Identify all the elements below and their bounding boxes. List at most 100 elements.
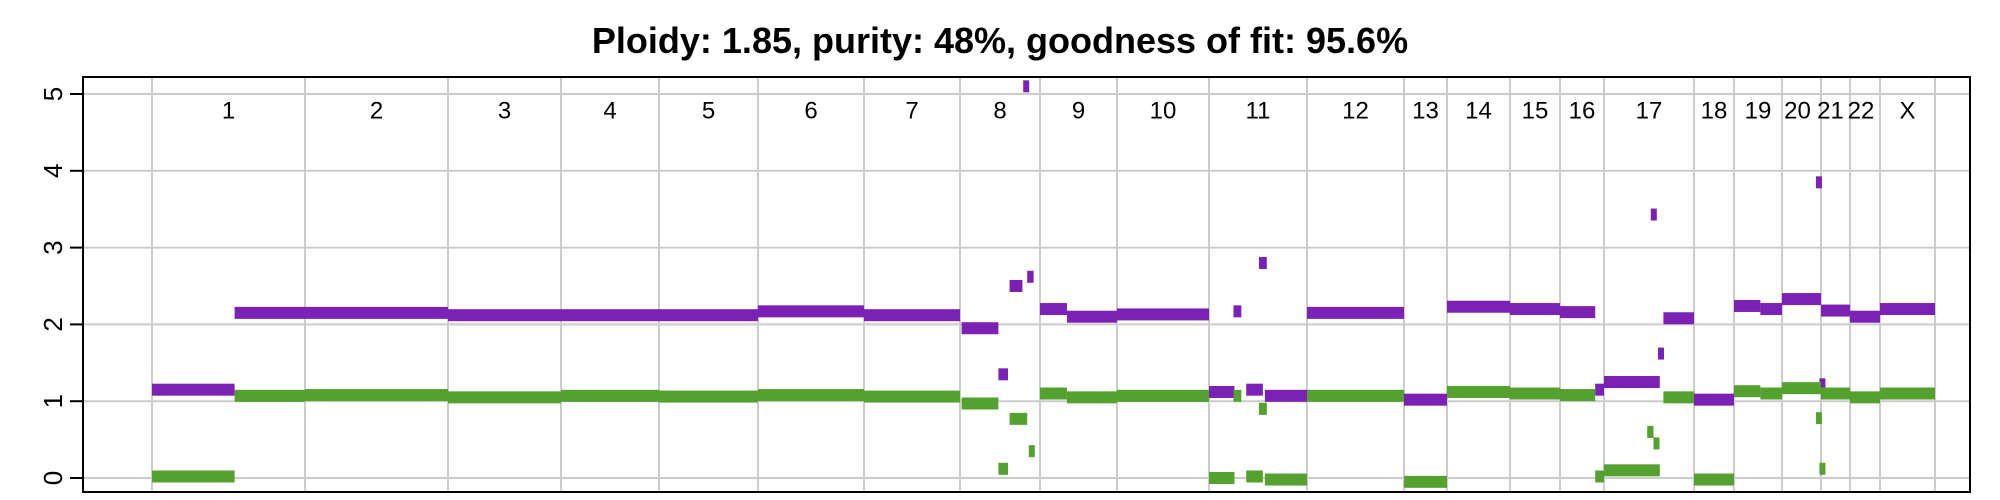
minor-cn-segment-chr18-30	[1694, 473, 1734, 486]
total-cn-segment-chr20-36	[1819, 378, 1826, 391]
plot-frame	[82, 76, 1971, 493]
total-cn-segment-chrX-39	[1880, 303, 1935, 316]
chromosome-label-13: 13	[1412, 97, 1439, 124]
total-cn-segment-chr9-14	[1066, 310, 1117, 323]
chromosome-label-5: 5	[702, 97, 715, 124]
chromosome-label-12: 12	[1342, 97, 1369, 124]
minor-cn-segment-chr6-6	[758, 389, 864, 402]
total-cn-segment-chr8-10	[1009, 280, 1023, 292]
minor-cn-segment-chr1-1	[234, 389, 305, 402]
total-cn-segment-chr11-17	[1233, 305, 1242, 318]
total-cn-segment-chr16-25	[1560, 306, 1596, 319]
segments-layer	[152, 80, 1935, 488]
y-tick-label-4: 4	[38, 164, 68, 178]
chromosome-label-10: 10	[1150, 97, 1177, 124]
minor-cn-segment-chr20-33	[1782, 382, 1821, 395]
minor-cn-segment-chr8-10	[1009, 412, 1028, 425]
total-cn-segment-chr17-29	[1658, 347, 1664, 360]
total-cn-segment-chr8-9	[998, 368, 1008, 381]
minor-cn-segment-chr8-8	[961, 397, 999, 410]
total-cn-segment-chr3-3	[448, 309, 561, 322]
minor-cn-segment-chr10-14	[1117, 389, 1209, 402]
minor-cn-segment-chr20-34	[1815, 412, 1822, 425]
total-cn-segment-chr11-20	[1264, 389, 1307, 402]
y-tick-label-1: 1	[38, 394, 68, 408]
total-cn-segment-chr19-33	[1760, 303, 1782, 316]
total-cn-segment-chr15-24	[1510, 303, 1560, 316]
chromosome-label-21: 21	[1817, 97, 1844, 124]
minor-cn-segment-chr16-24	[1560, 389, 1596, 402]
chromosome-label-15: 15	[1522, 97, 1549, 124]
total-cn-segment-chr11-18	[1246, 383, 1263, 396]
minor-cn-segment-chr13-21	[1404, 475, 1447, 488]
total-cn-segment-chr20-35	[1815, 176, 1822, 189]
minor-cn-segment-chr11-18	[1258, 402, 1267, 415]
total-cn-segment-chr19-32	[1734, 299, 1761, 312]
total-cn-segment-chr17-27	[1604, 376, 1660, 388]
gridlines	[83, 77, 1970, 492]
minor-cn-segment-chr9-12	[1040, 387, 1067, 400]
minor-cn-segment-chrX-38	[1880, 387, 1935, 400]
chromosome-label-20: 20	[1784, 97, 1811, 124]
minor-cn-segment-chr22-37	[1850, 391, 1880, 404]
total-cn-segment-chr11-19	[1258, 256, 1267, 269]
minor-cn-segment-chr4-4	[561, 389, 659, 402]
total-cn-segment-chr16-26	[1595, 383, 1604, 396]
minor-cn-segment-chr8-9	[998, 462, 1008, 475]
total-cn-segment-chr18-31	[1694, 393, 1734, 406]
total-cn-segment-chr22-38	[1850, 310, 1880, 323]
minor-cn-segment-chr21-36	[1821, 387, 1850, 400]
minor-cn-segment-chr17-26	[1604, 464, 1660, 477]
total-cn-segment-chr21-37	[1821, 304, 1850, 317]
total-cn-segment-chr4-4	[561, 309, 659, 322]
total-cn-segment-chr8-11	[1027, 270, 1034, 283]
minor-cn-segment-chr2-2	[305, 389, 448, 402]
minor-cn-segment-chr11-19	[1264, 473, 1307, 486]
minor-cn-segment-chr11-16	[1233, 389, 1242, 402]
minor-cn-segment-chr3-3	[448, 391, 561, 404]
chromosome-label-4: 4	[603, 97, 616, 124]
chromosome-label-X: X	[1899, 97, 1915, 124]
minor-cn-segment-chr19-32	[1760, 387, 1782, 400]
minor-cn-segment-chr11-17	[1246, 470, 1263, 483]
minor-cn-segment-chr14-22	[1447, 385, 1510, 398]
minor-cn-segment-chr20-35	[1819, 462, 1826, 475]
chromosome-label-2: 2	[370, 97, 383, 124]
chromosome-label-3: 3	[498, 97, 511, 124]
chromosome-label-19: 19	[1745, 97, 1772, 124]
chromosome-label-6: 6	[804, 97, 817, 124]
total-cn-segment-chr6-6	[758, 305, 864, 318]
minor-cn-segment-chr19-31	[1734, 385, 1761, 398]
chromosome-label-18: 18	[1701, 97, 1728, 124]
chromosome-label-8: 8	[993, 97, 1006, 124]
y-tick-label-2: 2	[38, 317, 68, 331]
minor-cn-segment-chr11-15	[1209, 472, 1235, 484]
chromosome-label-14: 14	[1465, 97, 1492, 124]
chromosome-labels: 1 2 3 4 5 6 7 8 9 10 11 12 13 14 15 16 17 18 19 20 21 22 X	[222, 97, 1916, 124]
minor-cn-segment-chr15-23	[1510, 387, 1560, 400]
minor-cn-segment-chr17-28	[1653, 437, 1660, 450]
y-tick-label-3: 3	[38, 240, 68, 254]
chromosome-label-17: 17	[1636, 97, 1663, 124]
minor-cn-segment-chr8-11	[1028, 445, 1035, 458]
chart-title: Ploidy: 1.85, purity: 48%, goodness of f…	[592, 20, 1408, 61]
y-tick-label-0: 0	[38, 471, 68, 485]
chromosome-label-16: 16	[1569, 97, 1596, 124]
total-cn-segment-chr11-16	[1209, 385, 1235, 398]
total-cn-segment-chr17-28	[1650, 208, 1657, 221]
minor-cn-segment-chr17-27	[1647, 425, 1654, 438]
total-cn-segment-chr10-15	[1117, 308, 1209, 321]
total-cn-segment-chr2-2	[305, 306, 448, 319]
chromosome-label-9: 9	[1072, 97, 1085, 124]
minor-cn-segment-chr9-13	[1066, 391, 1117, 404]
total-cn-segment-chr14-23	[1447, 300, 1510, 313]
total-cn-segment-chr12-21	[1307, 306, 1404, 319]
chromosome-label-7: 7	[905, 97, 918, 124]
y-tick-label-5: 5	[38, 87, 68, 101]
total-cn-segment-chr9-13	[1040, 303, 1067, 316]
minor-cn-segment-chr17-29	[1663, 391, 1694, 404]
total-cn-segment-chr1-0	[152, 383, 235, 396]
minor-cn-segment-chr7-7	[864, 390, 960, 403]
minor-cn-segment-chr16-25	[1595, 470, 1604, 483]
